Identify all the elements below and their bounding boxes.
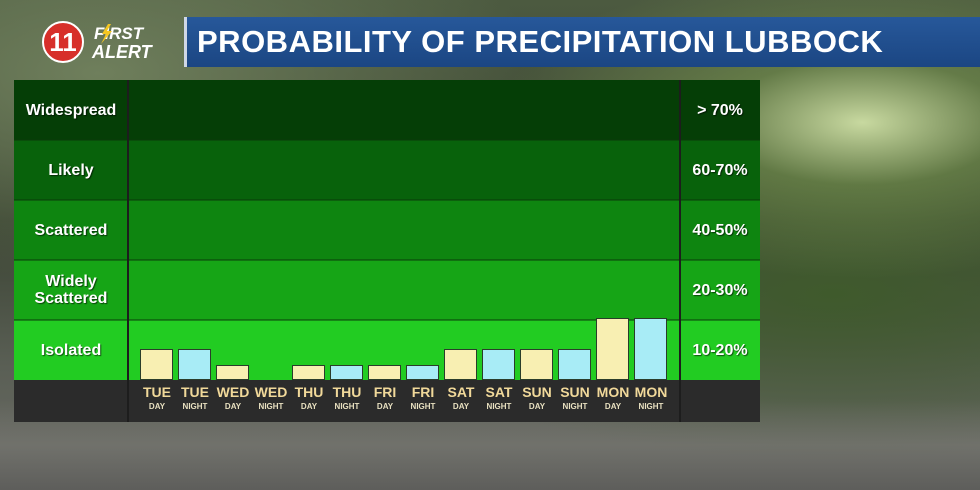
band-range-label: 40-50% <box>692 222 748 239</box>
logo-first: FIRST <box>94 24 145 43</box>
x-tick-day: SUN <box>522 384 552 400</box>
x-tick-day: TUE <box>181 384 209 400</box>
band-range-label: 10-20% <box>692 342 748 359</box>
x-tick-period: DAY <box>300 402 318 411</box>
band-label: Scattered <box>34 222 108 239</box>
x-tick-day: FRI <box>373 384 397 400</box>
bar-sun-day <box>520 349 553 380</box>
x-tick-period: NIGHT <box>486 402 512 411</box>
x-tick-day: WED <box>216 384 250 400</box>
bar-mon-night <box>634 318 667 380</box>
band-range-label: 60-70% <box>692 162 748 179</box>
band-label: Isolated <box>40 342 102 359</box>
x-tick-day: THU <box>332 384 362 400</box>
band-widely-scattered <box>14 260 760 320</box>
x-tick-period: NIGHT <box>182 402 208 411</box>
x-tick-label: SAT NIGHT <box>480 385 518 414</box>
x-axis-strip <box>14 380 760 422</box>
bar-sat-day <box>444 349 477 380</box>
bar-mon-day <box>596 318 629 380</box>
band-scattered <box>14 200 760 260</box>
x-tick-label: WED DAY <box>214 385 252 414</box>
precipitation-chart: Widespread > 70% Likely 60-70% Scattered 40-5… <box>14 80 760 422</box>
bar-tue-night <box>178 349 211 380</box>
x-tick-period: NIGHT <box>410 402 436 411</box>
first-alert-logo: 11 FIRST ALERT <box>42 21 154 63</box>
x-tick-label: MON NIGHT <box>632 385 670 414</box>
bar-fri-day <box>368 364 401 380</box>
x-tick-label: FRI DAY <box>366 385 404 414</box>
x-tick-period: DAY <box>376 402 394 411</box>
bar-wed-day <box>216 364 249 380</box>
x-tick-period: DAY <box>148 402 166 411</box>
x-tick-label: TUE DAY <box>138 385 176 414</box>
x-tick-period: NIGHT <box>258 402 284 411</box>
bar-thu-day <box>292 364 325 380</box>
x-tick-day: THU <box>294 384 324 400</box>
lightning-bolt-icon <box>101 24 112 44</box>
x-tick-day: SAT <box>447 384 475 400</box>
x-tick-label: MON DAY <box>594 385 632 414</box>
x-tick-period: DAY <box>528 402 546 411</box>
x-tick-label: SUN NIGHT <box>556 385 594 414</box>
band-label: Widespread <box>25 102 117 119</box>
x-tick-period: NIGHT <box>334 402 360 411</box>
x-tick-day: FRI <box>411 384 435 400</box>
x-tick-period: DAY <box>604 402 622 411</box>
logo-circle <box>42 21 84 63</box>
x-tick-label: TUE NIGHT <box>176 385 214 414</box>
bar-sat-night <box>482 349 515 380</box>
x-tick-period: NIGHT <box>562 402 588 411</box>
x-tick-label: SAT DAY <box>442 385 480 414</box>
x-tick-label: THU DAY <box>290 385 328 414</box>
band-label: Likely <box>48 162 94 179</box>
x-tick-day: SUN <box>560 384 590 400</box>
x-tick-day: WED <box>254 384 288 400</box>
x-tick-day: MON <box>634 384 668 400</box>
band-range-label: 20-30% <box>692 282 748 299</box>
bar-thu-night <box>330 364 363 380</box>
band-likely <box>14 140 760 200</box>
x-tick-period: DAY <box>452 402 470 411</box>
x-tick-label: WED NIGHT <box>252 385 290 414</box>
x-tick-day: MON <box>596 384 630 400</box>
bar-tue-day <box>140 349 173 380</box>
x-tick-label: THU NIGHT <box>328 385 366 414</box>
band-range-label: > 70% <box>697 102 743 119</box>
x-tick-day: SAT <box>485 384 513 400</box>
x-tick-period: NIGHT <box>638 402 664 411</box>
band-label: Widely Scattered <box>34 273 108 307</box>
band-widespread <box>14 80 760 140</box>
x-tick-day: TUE <box>143 384 171 400</box>
bar-sun-night <box>558 349 591 380</box>
x-tick-period: DAY <box>224 402 242 411</box>
x-tick-label: SUN DAY <box>518 385 556 414</box>
logo-alert: ALERT <box>91 42 154 62</box>
logo-number: 11 <box>49 27 77 57</box>
bar-fri-night <box>406 364 439 380</box>
title-bar: PROBABILITY OF PRECIPITATION LUBBOCK <box>184 17 980 67</box>
page-title: PROBABILITY OF PRECIPITATION LUBBOCK <box>197 24 884 59</box>
x-tick-label: FRI NIGHT <box>404 385 442 414</box>
